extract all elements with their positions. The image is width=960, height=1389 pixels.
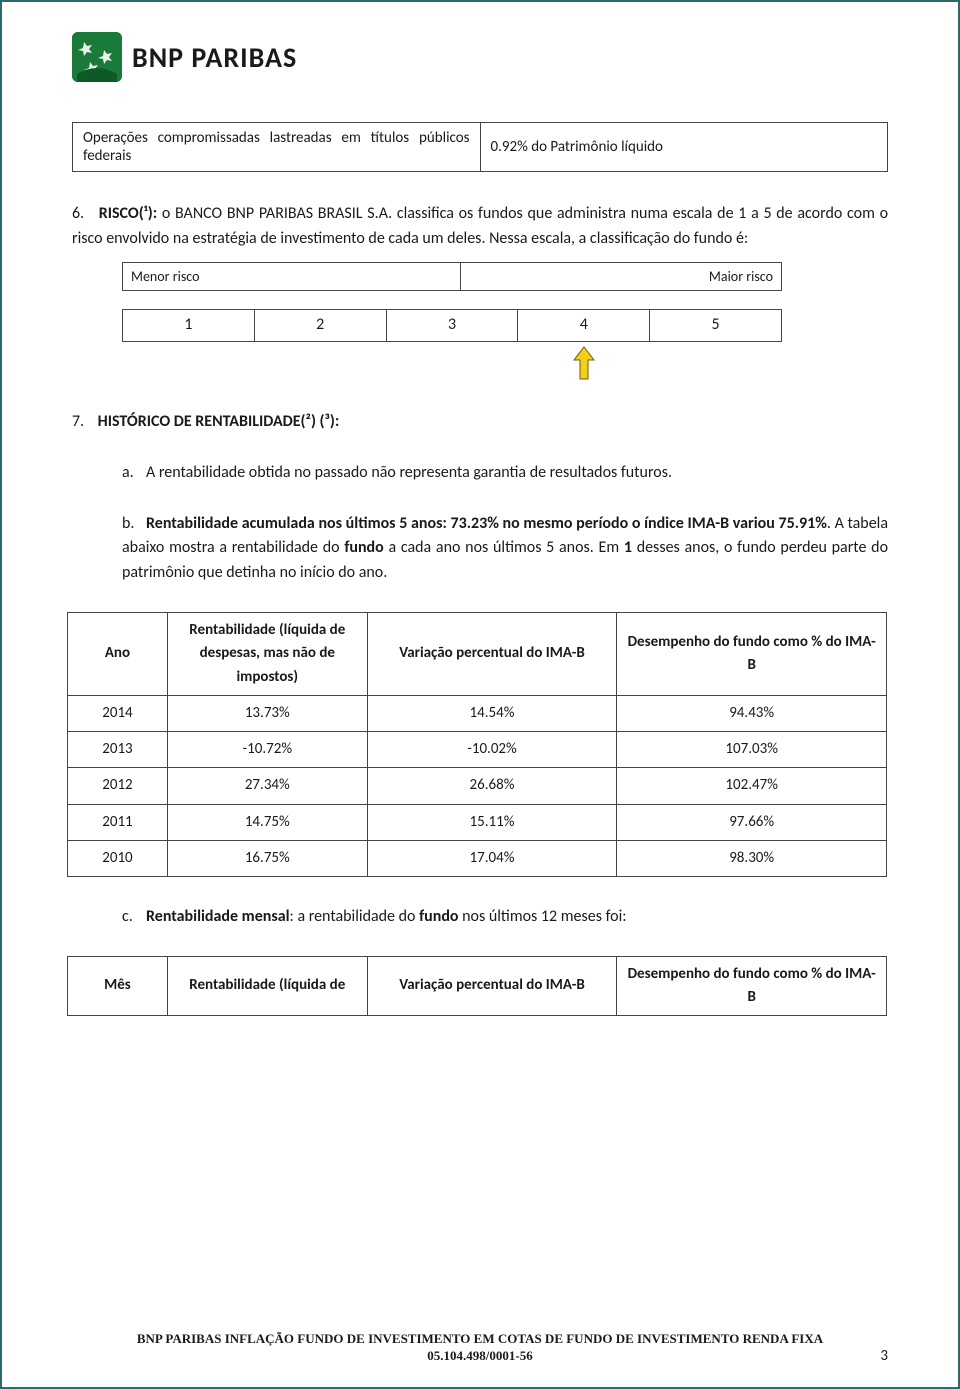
item-c-bold2: fundo xyxy=(419,907,458,926)
item-b-letter: b. xyxy=(122,512,146,537)
operations-left: Operações compromissadas lastreadas em t… xyxy=(73,123,481,172)
table-cell: 14.75% xyxy=(167,804,367,840)
item-c-text1: : a rentabilidade do xyxy=(290,907,420,926)
section-6-lead: RISCO(¹): xyxy=(99,204,157,223)
table-cell: 98.30% xyxy=(617,840,887,876)
table-cell: 26.68% xyxy=(367,768,617,804)
section-7: 7. HISTÓRICO DE RENTABILIDADE(²) (³): a.… xyxy=(72,410,888,1016)
section-6-num: 6. xyxy=(72,202,94,227)
risk-level-cell: 1 xyxy=(123,310,255,342)
item-b-text2: a cada ano nos últimos 5 anos. Em xyxy=(384,538,624,557)
risk-scale: 12345 xyxy=(122,309,782,342)
logo-stars-icon xyxy=(72,32,122,82)
monthly-h-mes: Mês xyxy=(68,956,168,1016)
risk-level-cell: 4 xyxy=(518,310,650,342)
monthly-table: Mês Rentabilidade (líquida de Variação p… xyxy=(67,956,887,1017)
risk-level-cell: 2 xyxy=(254,310,386,342)
table-cell: 27.34% xyxy=(167,768,367,804)
page-footer: BNP PARIBAS INFLAÇÃO FUNDO DE INVESTIMEN… xyxy=(2,1331,958,1365)
item-a-letter: a. xyxy=(122,461,146,486)
footer-line2: 05.104.498/0001-56 xyxy=(2,1348,958,1365)
table-row: 201016.75%17.04%98.30% xyxy=(68,840,887,876)
risk-label-row: Menor risco Maior risco xyxy=(122,262,782,292)
item-b-bold1: Rentabilidade acumulada nos últimos 5 an… xyxy=(146,514,827,533)
monthly-h-des: Desempenho do fundo como % do IMA-B xyxy=(617,956,887,1016)
yearly-h-ano: Ano xyxy=(68,613,168,696)
risk-arrow-row xyxy=(122,346,782,382)
item-b-bold3: 1 xyxy=(624,538,632,557)
operations-right: 0.92% do Patrimônio líquido xyxy=(480,123,888,172)
monthly-h-var: Variação percentual do IMA-B xyxy=(367,956,617,1016)
section-7-title: HISTÓRICO DE RENTABILIDADE(²) (³): xyxy=(98,412,340,431)
item-c: c.Rentabilidade mensal: a rentabilidade … xyxy=(122,905,888,930)
table-row: 2013-10.72%-10.02%107.03% xyxy=(68,732,887,768)
item-a-text: A rentabilidade obtida no passado não re… xyxy=(146,463,672,482)
item-c-text2: nos últimos 12 meses foi: xyxy=(459,907,627,926)
table-cell: 2014 xyxy=(68,695,168,731)
table-cell: 97.66% xyxy=(617,804,887,840)
item-b: b.Rentabilidade acumulada nos últimos 5 … xyxy=(122,512,888,586)
table-cell: 107.03% xyxy=(617,732,887,768)
table-cell: 2010 xyxy=(68,840,168,876)
risk-low-label: Menor risco xyxy=(123,262,461,291)
footer-line1: BNP PARIBAS INFLAÇÃO FUNDO DE INVESTIMEN… xyxy=(2,1331,958,1348)
risk-level-cell: 5 xyxy=(650,310,782,342)
table-cell: -10.02% xyxy=(367,732,617,768)
table-cell: 16.75% xyxy=(167,840,367,876)
table-cell: 102.47% xyxy=(617,768,887,804)
table-row: 201227.34%26.68%102.47% xyxy=(68,768,887,804)
yearly-table: Ano Rentabilidade (líquida de despesas, … xyxy=(67,612,887,877)
table-cell: 13.73% xyxy=(167,695,367,731)
risk-high-label: Maior risco xyxy=(461,262,782,291)
table-row: 201413.73%14.54%94.43% xyxy=(68,695,887,731)
yearly-h-rent: Rentabilidade (líquida de despesas, mas … xyxy=(167,613,367,696)
table-cell: 94.43% xyxy=(617,695,887,731)
arrow-up-icon xyxy=(573,346,595,380)
yearly-h-des: Desempenho do fundo como % do IMA-B xyxy=(617,613,887,696)
table-cell: 2011 xyxy=(68,804,168,840)
table-row: 201114.75%15.11%97.66% xyxy=(68,804,887,840)
section-6-text: o BANCO BNP PARIBAS BRASIL S.A. classifi… xyxy=(72,204,888,248)
table-cell: -10.72% xyxy=(167,732,367,768)
section-6: 6. RISCO(¹): o BANCO BNP PARIBAS BRASIL … xyxy=(72,202,888,382)
risk-level-cell: 3 xyxy=(386,310,518,342)
table-cell: 2012 xyxy=(68,768,168,804)
brand-logo: BNP PARIBAS xyxy=(72,32,888,82)
table-cell: 17.04% xyxy=(367,840,617,876)
operations-table: Operações compromissadas lastreadas em t… xyxy=(72,122,888,172)
table-cell: 15.11% xyxy=(367,804,617,840)
item-b-bold2: fundo xyxy=(344,538,383,557)
section-7-num: 7. xyxy=(72,410,94,435)
page-number: 3 xyxy=(880,1347,888,1365)
table-cell: 14.54% xyxy=(367,695,617,731)
yearly-h-var: Variação percentual do IMA-B xyxy=(367,613,617,696)
brand-name: BNP PARIBAS xyxy=(132,40,297,75)
item-c-bold: Rentabilidade mensal xyxy=(146,907,290,926)
monthly-h-rent: Rentabilidade (líquida de xyxy=(167,956,367,1016)
table-cell: 2013 xyxy=(68,732,168,768)
item-a: a.A rentabilidade obtida no passado não … xyxy=(122,461,888,486)
item-c-letter: c. xyxy=(122,905,146,930)
